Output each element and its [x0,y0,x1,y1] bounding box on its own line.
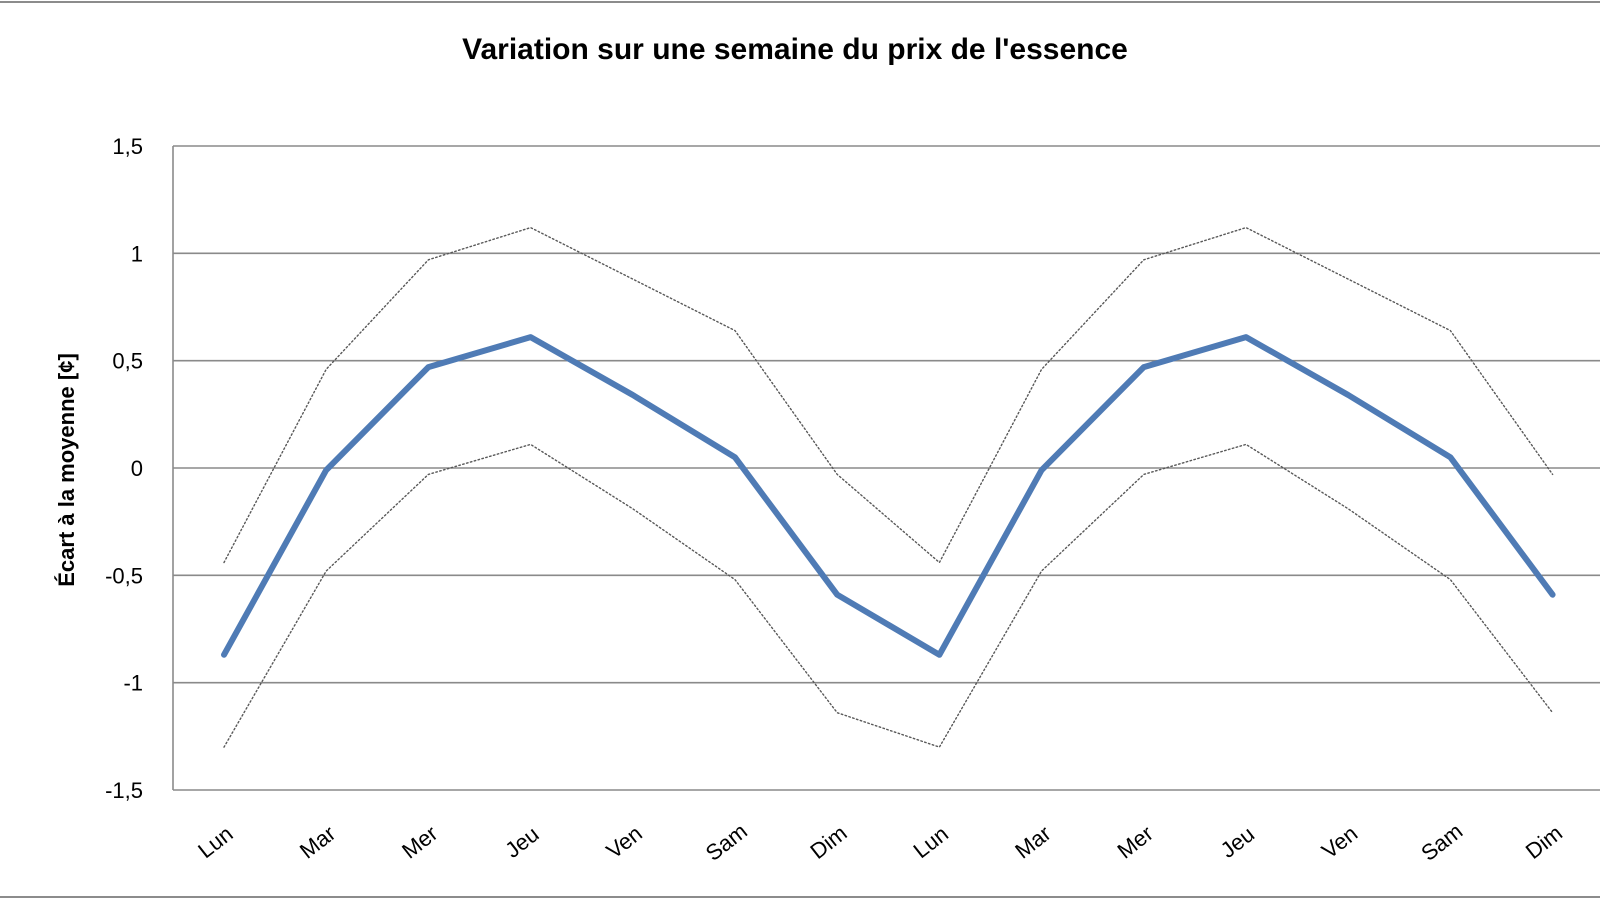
y-tick-label: 1,5 [112,134,143,159]
series-line-main [221,334,1556,658]
y-tick-labels: 1,5 1 0,5 0 -0,5 -1 -1,5 [105,134,143,803]
y-tick-label: 1 [131,241,143,266]
y-tick-label: -1,5 [105,778,143,803]
series-line-envelope [223,226,1554,564]
y-tick-label: 0 [131,456,143,481]
y-tick-label: -1 [123,671,143,696]
series-line-envelope [223,443,1554,748]
gridlines [173,145,1600,791]
y-tick-label: -0,5 [105,563,143,588]
chart-title: Variation sur une semaine du prix de l'e… [462,33,1128,66]
series-lines [221,226,1556,748]
y-tick-label: 0,5 [112,349,143,374]
y-axis-label: Écart à la moyenne [¢] [54,353,79,587]
